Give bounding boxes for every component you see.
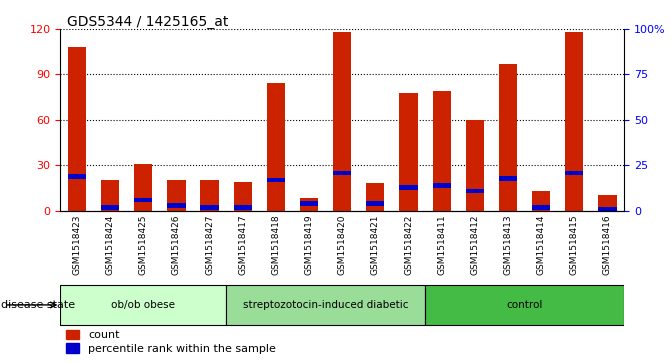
- Bar: [565, 32, 583, 211]
- FancyBboxPatch shape: [226, 285, 425, 325]
- Text: disease state: disease state: [1, 300, 74, 310]
- Bar: [101, 180, 119, 211]
- Bar: [101, 205, 119, 209]
- Text: GSM1518420: GSM1518420: [338, 214, 347, 275]
- Bar: [201, 180, 219, 211]
- Bar: [599, 207, 617, 211]
- Text: ob/ob obese: ob/ob obese: [111, 300, 175, 310]
- Bar: [565, 171, 583, 175]
- Text: GSM1518424: GSM1518424: [105, 214, 115, 274]
- Bar: [399, 185, 417, 189]
- Text: GSM1518427: GSM1518427: [205, 214, 214, 275]
- Bar: [499, 176, 517, 180]
- Text: GSM1518417: GSM1518417: [238, 214, 247, 275]
- Text: GSM1518412: GSM1518412: [470, 214, 479, 275]
- Text: GSM1518413: GSM1518413: [503, 214, 513, 275]
- Bar: [300, 199, 318, 211]
- Text: GSM1518426: GSM1518426: [172, 214, 181, 275]
- Text: GSM1518414: GSM1518414: [537, 214, 546, 275]
- Bar: [433, 91, 451, 211]
- Bar: [366, 183, 384, 211]
- Text: GSM1518423: GSM1518423: [72, 214, 81, 275]
- Bar: [466, 189, 484, 193]
- Text: control: control: [507, 300, 543, 310]
- Bar: [399, 93, 417, 211]
- Bar: [68, 174, 86, 179]
- Text: GSM1518418: GSM1518418: [271, 214, 280, 275]
- Bar: [300, 201, 318, 206]
- Bar: [333, 32, 352, 211]
- Text: GSM1518415: GSM1518415: [570, 214, 579, 275]
- Text: GSM1518421: GSM1518421: [371, 214, 380, 275]
- Bar: [267, 178, 285, 182]
- Text: GSM1518425: GSM1518425: [139, 214, 148, 275]
- Bar: [532, 205, 550, 209]
- Text: GSM1518422: GSM1518422: [404, 214, 413, 274]
- Bar: [499, 64, 517, 211]
- Bar: [532, 191, 550, 211]
- Bar: [134, 198, 152, 203]
- Bar: [599, 195, 617, 211]
- Bar: [366, 201, 384, 206]
- Text: streptozotocin-induced diabetic: streptozotocin-induced diabetic: [243, 300, 409, 310]
- Bar: [234, 205, 252, 209]
- Bar: [167, 203, 186, 208]
- Bar: [333, 171, 352, 175]
- Text: GDS5344 / 1425165_at: GDS5344 / 1425165_at: [67, 15, 228, 29]
- Bar: [201, 205, 219, 209]
- Bar: [68, 47, 86, 211]
- Bar: [134, 164, 152, 211]
- Bar: [167, 180, 186, 211]
- Text: GSM1518419: GSM1518419: [305, 214, 313, 275]
- Text: GSM1518416: GSM1518416: [603, 214, 612, 275]
- Bar: [433, 183, 451, 188]
- FancyBboxPatch shape: [60, 285, 226, 325]
- Bar: [466, 120, 484, 211]
- Legend: count, percentile rank within the sample: count, percentile rank within the sample: [66, 330, 276, 354]
- Bar: [234, 182, 252, 211]
- Text: GSM1518411: GSM1518411: [437, 214, 446, 275]
- Bar: [267, 83, 285, 211]
- FancyBboxPatch shape: [425, 285, 624, 325]
